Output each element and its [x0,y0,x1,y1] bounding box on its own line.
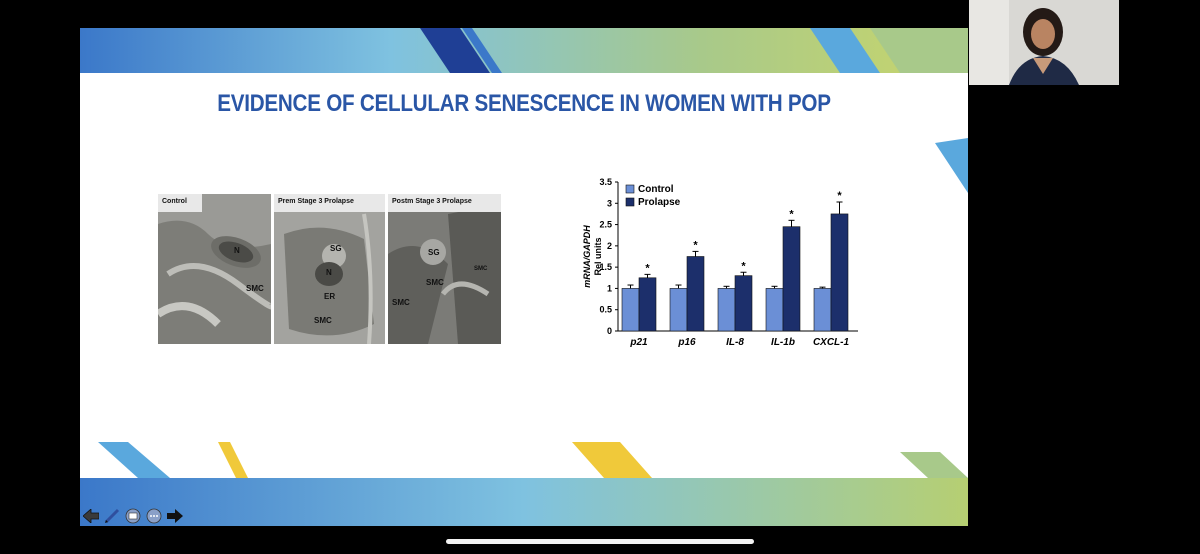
bottom-decorative-band [80,442,968,526]
x-tick-label: IL-1b [771,337,795,348]
panel-tag: N [326,268,332,277]
panel-tag: SG [428,248,440,257]
more-icon[interactable] [145,508,163,524]
y-tick-label: 2 [607,241,612,251]
side-accent-shape [935,138,968,193]
panel-tag: SMC [426,278,444,287]
bar-prolapse [686,256,705,332]
y-tick-label: 1.5 [599,262,612,272]
presenter-video-thumbnail[interactable] [969,0,1119,85]
y-tick-label: 0.5 [599,305,612,315]
x-tick-label: IL-8 [726,337,744,348]
panel-tag: SMC [246,284,264,293]
micrograph-postm-prolapse: Postm Stage 3 Prolapse SG SMC SMC SMC [388,194,501,344]
x-tick-label: CXCL-1 [813,337,850,348]
pen-icon[interactable] [103,508,121,524]
slides-icon[interactable] [124,508,142,524]
panel-tag: SMC [392,298,410,307]
micrograph-control: Control N SMC [158,194,271,344]
y-tick-label: 1 [607,283,612,293]
panel-label: Postm Stage 3 Prolapse [392,198,472,205]
significance-marker: * [837,190,842,202]
bar-control [813,288,832,332]
legend-label: Control [638,184,674,195]
y-axis-label: mRNA/GAPDH [582,225,592,288]
slide-title: EVIDENCE OF CELLULAR SENESCENCE IN WOMEN… [217,90,831,117]
y-tick-label: 0 [607,326,612,336]
back-arrow-icon[interactable] [82,508,100,524]
presentation-slide: EVIDENCE OF CELLULAR SENESCENCE IN WOMEN… [80,28,968,526]
panel-label: Prem Stage 3 Prolapse [278,198,354,205]
panel-tag: SG [330,244,342,253]
x-tick-label: p16 [677,337,696,348]
panel-tag: N [234,246,240,255]
bar-control [669,288,688,332]
legend-swatch [625,197,635,207]
bar-prolapse [734,275,753,332]
bar-control [765,288,784,332]
panel-label: Control [162,198,187,205]
y-tick-label: 3.5 [599,177,612,187]
x-tick-label: p21 [629,337,648,348]
bar-prolapse [638,277,657,332]
home-indicator [446,539,754,544]
slide-toolbar [82,508,184,524]
bar-chart: 0 0.5 1 1.5 2 2.5 3 3.5 mRNA/GAPDH Rel units * p21 *… [582,177,858,348]
panel-tag: ER [324,292,336,301]
significance-marker: * [693,239,698,251]
y-tick-label: 2.5 [599,220,612,230]
forward-arrow-icon[interactable] [166,508,184,524]
significance-marker: * [741,260,746,272]
y-axis-label: Rel units [593,237,603,275]
top-decorative-band [80,28,968,73]
panel-tag: SMC [474,266,488,272]
legend-swatch [625,184,635,194]
y-tick-label: 3 [607,198,612,208]
bar-control [621,288,640,332]
panel-tag: SMC [314,316,332,325]
significance-marker: * [789,208,794,220]
legend-label: Prolapse [638,197,681,208]
bar-prolapse [782,226,801,332]
bar-prolapse [830,213,849,332]
bar-control [717,288,736,332]
micrograph-prem-prolapse: Prem Stage 3 Prolapse SG N ER SMC [274,194,385,344]
significance-marker: * [645,262,650,274]
